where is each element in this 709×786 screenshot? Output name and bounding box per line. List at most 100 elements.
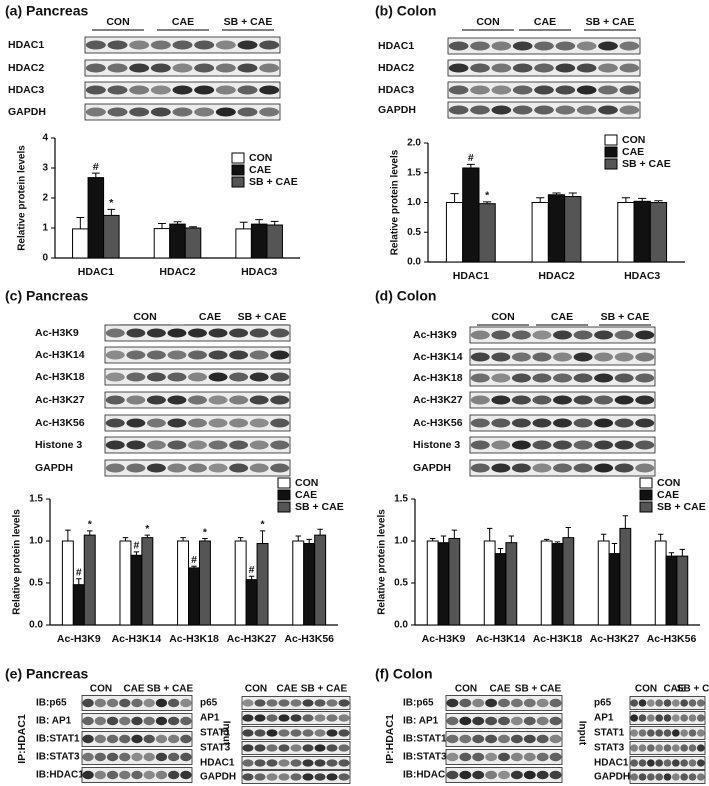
blot-band: [146, 418, 166, 428]
panel-title: (b) Colon: [375, 3, 436, 19]
blot-band: [594, 373, 614, 383]
blot-band: [446, 734, 459, 744]
blot-band: [82, 752, 94, 762]
blot-band: [485, 698, 498, 708]
blot-strip: [469, 348, 656, 366]
error-bar: [87, 530, 93, 536]
blot-band: [594, 440, 614, 450]
blot-band: [143, 770, 155, 780]
blot-band: [129, 63, 150, 73]
blot-band: [459, 716, 472, 726]
blot-band: [655, 773, 664, 781]
blot-band: [594, 418, 614, 428]
blot-band: [647, 744, 655, 752]
bar: [72, 584, 85, 626]
blot-band: [510, 752, 523, 762]
blot-band: [594, 330, 614, 340]
y-tick-label: 1.0: [29, 536, 43, 547]
row-label: GAPDH: [413, 462, 451, 474]
blot-band: [688, 729, 697, 737]
bar: [292, 540, 305, 626]
blot-band: [470, 440, 490, 450]
blot-band: [278, 714, 290, 722]
error-bar: [202, 537, 208, 541]
error-bar: [65, 529, 71, 541]
row-label: IB:p65: [403, 698, 434, 709]
blot-band: [672, 729, 680, 737]
row-label: HDAC1: [200, 758, 235, 769]
blot-band: [619, 105, 640, 115]
blot-band: [105, 328, 125, 338]
group-label: CAE: [199, 311, 221, 323]
row-label: p65: [594, 698, 612, 709]
blot-band: [259, 40, 280, 50]
blot-band: [470, 418, 490, 428]
blot-band: [249, 440, 269, 450]
blot-band: [270, 418, 290, 428]
blot-band: [672, 759, 680, 767]
blot-band: [146, 328, 166, 338]
blot-band: [278, 759, 290, 767]
blot-band: [126, 440, 146, 450]
x-tick-label: Ac-H3K56: [284, 633, 334, 645]
blot-band: [302, 744, 314, 752]
blot-band: [534, 41, 554, 51]
blot-band: [472, 752, 485, 762]
blot-band: [326, 729, 338, 737]
blot-band: [647, 699, 655, 707]
blot-band: [459, 734, 472, 744]
blot-band: [697, 729, 705, 737]
blot-band: [188, 350, 207, 360]
legend-swatch: [639, 489, 653, 501]
blot-band: [229, 328, 249, 338]
blot-band: [470, 395, 490, 405]
blot-band: [485, 770, 498, 780]
blot-band: [105, 418, 125, 428]
blot-band: [536, 770, 549, 780]
input-label: Input: [576, 721, 587, 746]
panel-title: (a) Pancreas: [5, 3, 88, 19]
blot-band: [697, 759, 705, 767]
blot-band: [278, 699, 290, 707]
legend-swatch: [277, 477, 291, 489]
bar: [198, 540, 211, 626]
row-label: Ac-H3K18: [35, 371, 85, 383]
blot-band: [510, 734, 523, 744]
group-label: SB + CAE: [677, 684, 709, 695]
blot-band: [485, 734, 498, 744]
blot-band: [498, 734, 510, 744]
blot-band: [638, 744, 647, 752]
row-label: Ac-H3K27: [413, 394, 463, 406]
row-label: IB:STAT3: [36, 752, 80, 763]
blot-band: [459, 752, 472, 762]
blot-band: [663, 759, 672, 767]
row-label: Histone 3: [35, 439, 82, 451]
blot-band: [85, 63, 106, 73]
panel-title: (f) Colon: [375, 666, 433, 682]
group-label: SB + CAE: [147, 684, 194, 695]
blot-band: [549, 770, 562, 780]
x-tick-label: HDAC1: [453, 270, 489, 282]
error-bar: [158, 223, 166, 229]
blot-band: [573, 330, 593, 340]
legend-swatch: [604, 134, 618, 146]
y-tick-label: 2.0: [407, 138, 421, 149]
blot-band: [314, 759, 326, 767]
blot-band: [180, 698, 192, 708]
blot-band: [82, 698, 94, 708]
blot-band: [647, 759, 655, 767]
blot-band: [635, 418, 655, 428]
blot-band: [647, 773, 655, 781]
legend-label: CON: [657, 477, 680, 489]
blot-band: [338, 759, 350, 767]
x-tick-label: HDAC2: [538, 270, 574, 282]
blot-band: [290, 699, 302, 707]
blot-band: [150, 85, 171, 95]
blot-band: [472, 716, 485, 726]
row-label: HDAC1: [8, 39, 44, 51]
row-label: p65: [200, 698, 218, 709]
legend-swatch: [604, 146, 618, 158]
significance-label: *: [109, 197, 114, 209]
blot-band: [523, 734, 536, 744]
blot-band: [107, 40, 128, 50]
